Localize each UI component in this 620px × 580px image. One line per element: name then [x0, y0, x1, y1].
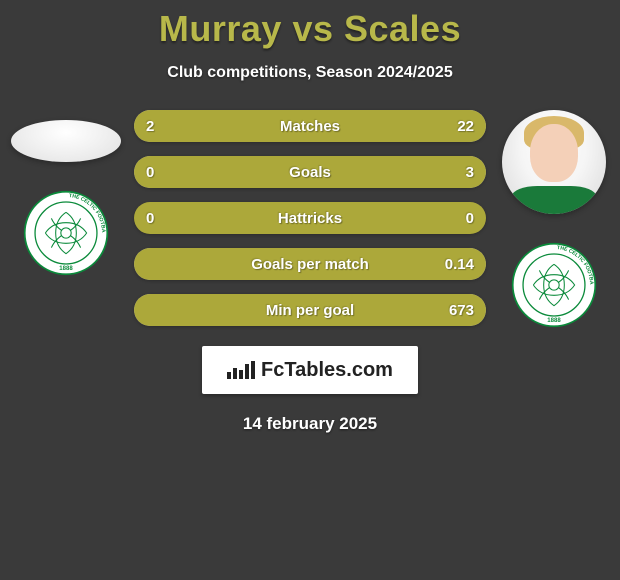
- club-logo-left: THE CELTIC FOOTBALL CLUB 1888: [23, 190, 109, 276]
- stat-row: 03Goals: [134, 156, 486, 188]
- svg-text:1888: 1888: [547, 318, 561, 324]
- stat-row: 00Hattricks: [134, 202, 486, 234]
- player-left-avatar: [11, 120, 121, 162]
- footer-brand-badge: FcTables.com: [202, 346, 418, 394]
- stat-row: 673Min per goal: [134, 294, 486, 326]
- footer-brand-text: FcTables.com: [261, 359, 393, 382]
- subtitle: Club competitions, Season 2024/2025: [0, 64, 620, 82]
- stat-label: Hattricks: [134, 210, 486, 227]
- stat-bars: 222Matches 03Goals 00Hattricks 0.14Goals pe…: [126, 110, 494, 340]
- svg-text:1888: 1888: [59, 266, 73, 272]
- left-player-column: THE CELTIC FOOTBALL CLUB 1888: [6, 110, 126, 276]
- stat-label: Min per goal: [134, 302, 486, 319]
- stat-label: Goals per match: [134, 256, 486, 273]
- comparison-panel: THE CELTIC FOOTBALL CLUB 1888 222Matches…: [0, 110, 620, 340]
- right-player-column: THE CELTIC FOOTBALL CLUB 1888: [494, 110, 614, 328]
- chart-icon: [227, 361, 255, 379]
- stat-label: Goals: [134, 164, 486, 181]
- stat-label: Matches: [134, 118, 486, 135]
- stat-row: 222Matches: [134, 110, 486, 142]
- stat-row: 0.14Goals per match: [134, 248, 486, 280]
- page-title: Murray vs Scales: [0, 0, 620, 50]
- player-right-avatar: [502, 110, 606, 214]
- date-label: 14 february 2025: [0, 414, 620, 434]
- club-logo-right: THE CELTIC FOOTBALL CLUB 1888: [511, 242, 597, 328]
